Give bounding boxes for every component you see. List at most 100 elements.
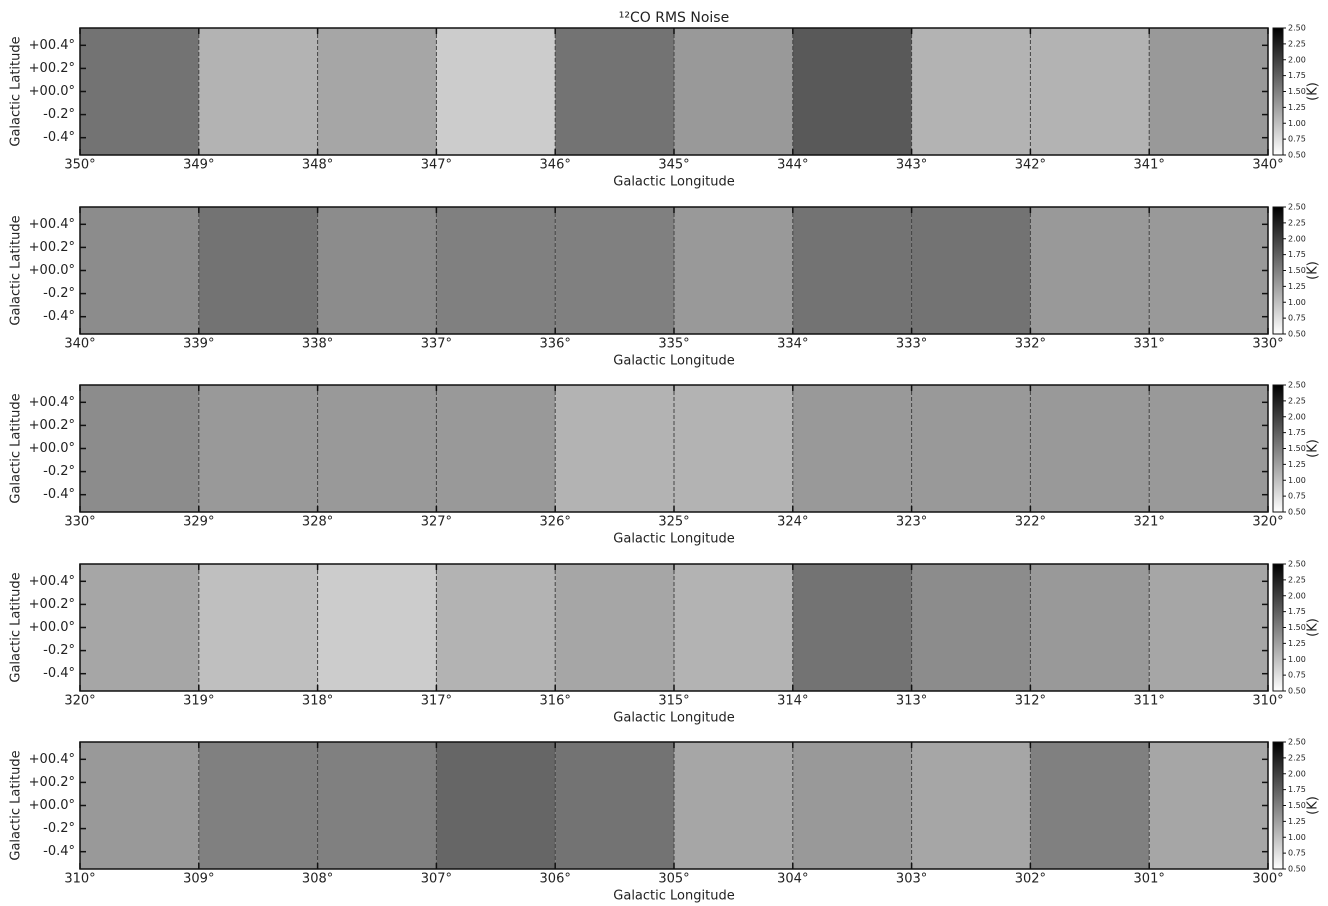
tile [1149,207,1268,334]
y-tick-label: +00.2° [29,597,75,612]
colorbar-tick-label: 2.50 [1288,381,1306,390]
tile [555,207,674,334]
x-tick-label: 320° [64,694,95,709]
x-tick-label: 309° [183,872,214,887]
colorbar-tick-label: 0.50 [1288,865,1306,874]
y-axis-label: Galactic Latitude [9,572,24,682]
colorbar-label: (K) [1306,796,1321,815]
y-tick-label: +00.0° [29,441,75,456]
x-tick-label: 348° [302,158,333,173]
y-tick-label: -0.2° [43,643,75,658]
colorbar-tick-label: 0.50 [1288,330,1306,339]
x-tick-label: 341° [1134,158,1165,173]
y-tick-label: +00.4° [29,574,75,589]
colorbar-tick-label: 1.00 [1288,476,1306,485]
tile [1149,385,1268,512]
colorbar [1273,742,1283,869]
colorbar-tick-label: 2.25 [1288,218,1306,227]
x-tick-label: 335° [658,337,689,352]
x-tick-label: 350° [64,158,95,173]
y-tick-label: -0.2° [43,286,75,301]
tile [1030,742,1149,869]
colorbar-tick-label: 2.50 [1288,738,1306,747]
tile [912,564,1031,691]
x-tick-label: 331° [1134,337,1165,352]
x-tick-label: 327° [421,515,452,530]
tile [793,207,912,334]
colorbar-tick-label: 1.00 [1288,119,1306,128]
tile [1030,564,1149,691]
tile [1149,742,1268,869]
x-tick-label: 324° [777,515,808,530]
colorbar-tick-label: 2.00 [1288,412,1306,421]
colorbar-tick-label: 1.25 [1288,817,1306,826]
x-axis-label: Galactic Longitude [613,711,734,726]
y-tick-label: -0.4° [43,487,75,502]
x-tick-label: 325° [658,515,689,530]
colorbar-tick-label: 1.50 [1288,266,1306,275]
x-tick-label: 302° [1015,872,1046,887]
y-tick-label: -0.2° [43,107,75,122]
tile [199,742,318,869]
tile [912,28,1031,155]
x-tick-label: 323° [896,515,927,530]
x-tick-label: 328° [302,515,333,530]
colorbar-tick-label: 2.00 [1288,234,1306,243]
x-tick-label: 310° [1252,694,1283,709]
tile [1149,564,1268,691]
x-tick-label: 312° [1015,694,1046,709]
y-axis-label: Galactic Latitude [9,215,24,325]
tile [555,742,674,869]
x-tick-label: 345° [658,158,689,173]
y-tick-label: +00.0° [29,84,75,99]
colorbar-tick-label: 1.75 [1288,785,1306,794]
x-tick-label: 300° [1252,872,1283,887]
tile [318,564,437,691]
colorbar-tick-label: 1.25 [1288,103,1306,112]
colorbar [1273,385,1283,512]
figure: ¹²CO RMS Noise350°349°348°347°346°345°34… [0,0,1328,906]
tile [674,564,793,691]
x-tick-label: 326° [540,515,571,530]
colorbar-tick-label: 2.25 [1288,575,1306,584]
x-axis-label: Galactic Longitude [613,354,734,369]
x-tick-label: 308° [302,872,333,887]
tile [80,564,199,691]
x-tick-label: 337° [421,337,452,352]
y-tick-label: +00.4° [29,38,75,53]
tile [1030,207,1149,334]
tile [199,385,318,512]
tile [318,28,437,155]
x-tick-label: 342° [1015,158,1046,173]
x-tick-label: 336° [540,337,571,352]
tile [199,28,318,155]
colorbar-tick-label: 1.25 [1288,460,1306,469]
x-tick-label: 343° [896,158,927,173]
colorbar-tick-label: 0.75 [1288,135,1306,144]
y-tick-label: -0.2° [43,464,75,479]
colorbar-tick-label: 1.25 [1288,282,1306,291]
colorbar-tick-label: 1.75 [1288,428,1306,437]
colorbar-label: (K) [1306,439,1321,458]
tile [318,385,437,512]
colorbar-tick-label: 2.00 [1288,769,1306,778]
colorbar-tick-label: 1.50 [1288,87,1306,96]
x-tick-label: 319° [183,694,214,709]
y-tick-label: +00.0° [29,263,75,278]
x-tick-label: 340° [1252,158,1283,173]
x-tick-label: 333° [896,337,927,352]
colorbar-tick-label: 1.00 [1288,298,1306,307]
y-axis-label: Galactic Latitude [9,36,24,146]
tile [793,742,912,869]
colorbar-label: (K) [1306,82,1321,101]
y-tick-label: +00.2° [29,61,75,76]
colorbar-tick-label: 1.75 [1288,607,1306,616]
x-tick-label: 311° [1134,694,1165,709]
colorbar-tick-label: 0.75 [1288,671,1306,680]
x-tick-label: 306° [540,872,571,887]
tile [199,207,318,334]
colorbar-tick-label: 0.50 [1288,151,1306,160]
tile [674,28,793,155]
x-tick-label: 339° [183,337,214,352]
y-tick-label: +00.2° [29,775,75,790]
